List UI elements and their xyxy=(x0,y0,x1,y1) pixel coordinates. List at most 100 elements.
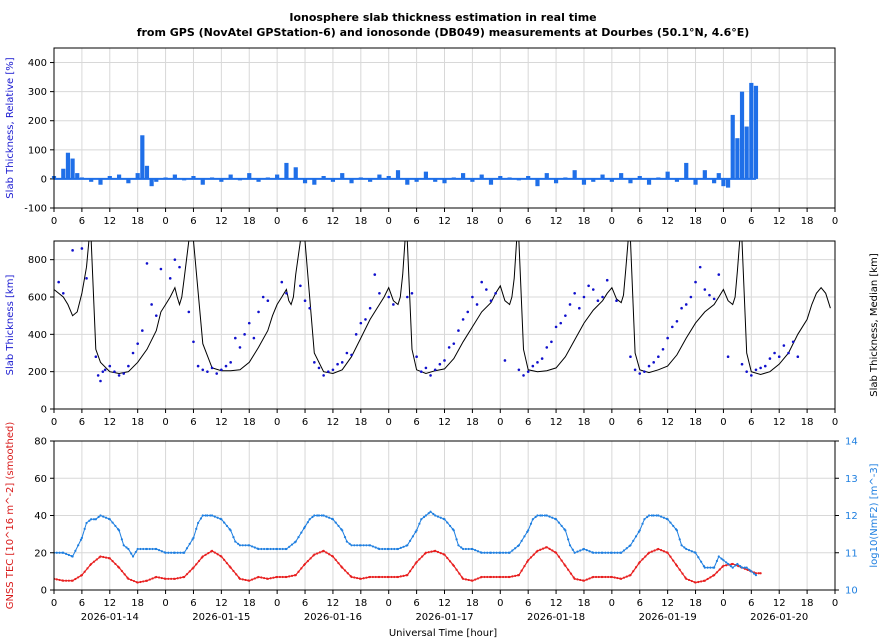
relative-bar xyxy=(665,171,670,179)
x-tick-label: 6 xyxy=(302,216,308,227)
tec-point xyxy=(703,579,706,582)
slab-point xyxy=(336,362,339,366)
chart-title-line1: Ionosphere slab thickness estimation in … xyxy=(289,11,596,24)
nmf2-point xyxy=(579,549,582,552)
tec-point xyxy=(313,553,316,556)
y-tick-label: 800 xyxy=(28,255,47,266)
tec-point xyxy=(120,569,123,573)
tec-point xyxy=(337,562,340,565)
relative-bar xyxy=(191,176,196,179)
relative-bar xyxy=(247,173,252,179)
slab-point xyxy=(466,310,470,314)
plot-border xyxy=(53,240,836,410)
x-tick-label: 18 xyxy=(689,598,702,609)
x-tick-label: 0 xyxy=(274,417,280,428)
tec-point xyxy=(117,566,121,569)
x-tick-label: 12 xyxy=(661,598,674,609)
y-tick-label: 60 xyxy=(34,474,47,485)
nmf2-point xyxy=(223,521,226,524)
x-tick-label: 6 xyxy=(748,598,754,609)
x-tick-label: 12 xyxy=(438,598,451,609)
slab-point xyxy=(745,370,748,373)
x-tick-label: 12 xyxy=(773,598,786,609)
x-tick-label: 6 xyxy=(79,216,85,227)
date-label: 2026-01-16 xyxy=(304,612,362,623)
nmf2-point xyxy=(622,549,626,552)
tec-point xyxy=(718,568,721,571)
nmf2-point xyxy=(455,538,458,541)
relative-bar xyxy=(693,178,698,185)
slab-point xyxy=(550,340,553,344)
tec-point xyxy=(508,575,511,579)
tec-point xyxy=(660,549,663,552)
relative-bar xyxy=(470,178,475,182)
tec-point xyxy=(408,570,412,573)
x-tick-label: 0 xyxy=(274,216,280,227)
tec-point xyxy=(681,572,684,575)
nmf2-point xyxy=(343,536,347,539)
nmf2-point xyxy=(531,518,534,521)
y-tick-label-right: 13 xyxy=(845,474,858,485)
x-tick-label: 18 xyxy=(689,417,702,428)
nmf2-point xyxy=(209,514,212,517)
slab-point xyxy=(154,314,158,317)
tec-point xyxy=(155,575,158,579)
tec-point xyxy=(529,556,533,559)
nmf2-point xyxy=(276,547,279,551)
nmf2-point xyxy=(687,549,691,552)
tec-point xyxy=(260,576,263,579)
tec-point xyxy=(269,577,272,580)
y-tick-label-right: 14 xyxy=(845,437,858,448)
x-tick-label: 18 xyxy=(354,216,367,227)
date-label: 2026-01-15 xyxy=(192,612,250,623)
nmf2-point xyxy=(464,547,467,551)
tec-point xyxy=(173,577,176,580)
slab-point xyxy=(480,280,483,284)
nmf2-point xyxy=(164,551,167,554)
nmf2-point xyxy=(201,514,204,517)
slab-point xyxy=(680,306,683,310)
nmf2-point xyxy=(750,570,753,573)
nmf2-point xyxy=(64,552,68,555)
nmf2-point xyxy=(216,516,219,519)
tec-point xyxy=(132,579,136,583)
tec-point xyxy=(303,562,307,566)
tec-point xyxy=(492,575,495,579)
tec-point xyxy=(539,548,542,551)
nmf2-point xyxy=(58,551,61,554)
slab-point xyxy=(359,321,363,325)
tec-point xyxy=(74,577,77,581)
x-tick-label: 12 xyxy=(215,598,228,609)
nmf2-point xyxy=(660,515,663,518)
slab-point xyxy=(787,351,790,355)
nmf2-point xyxy=(508,551,511,554)
nmf2-point xyxy=(675,529,679,532)
relative-bar xyxy=(368,178,373,182)
relative-bar xyxy=(284,162,289,179)
tec-point xyxy=(402,574,405,577)
slab-point xyxy=(101,370,105,373)
nmf2-point xyxy=(557,521,560,524)
tec-point xyxy=(167,577,170,580)
tec-point xyxy=(573,577,576,580)
nmf2-point xyxy=(697,556,700,559)
slab-point xyxy=(429,374,432,377)
slab-point xyxy=(652,361,655,364)
nmf2-point xyxy=(554,518,558,521)
nmf2-point xyxy=(399,546,402,550)
y-tick-label: 600 xyxy=(28,293,47,304)
nmf2-point xyxy=(439,516,442,519)
tec-point xyxy=(396,575,400,579)
nmf2-point xyxy=(585,549,588,552)
tec-point xyxy=(399,575,402,578)
x-tick-label: 0 xyxy=(386,417,392,428)
tec-point xyxy=(207,552,210,555)
nmf2-point xyxy=(320,514,323,517)
relative-bar xyxy=(349,178,354,184)
nmf2-point xyxy=(643,518,646,521)
slab-point xyxy=(406,295,409,299)
slab-point xyxy=(438,362,442,366)
tec-point xyxy=(297,570,300,573)
tec-point xyxy=(560,559,563,562)
nmf2-point xyxy=(573,551,576,554)
